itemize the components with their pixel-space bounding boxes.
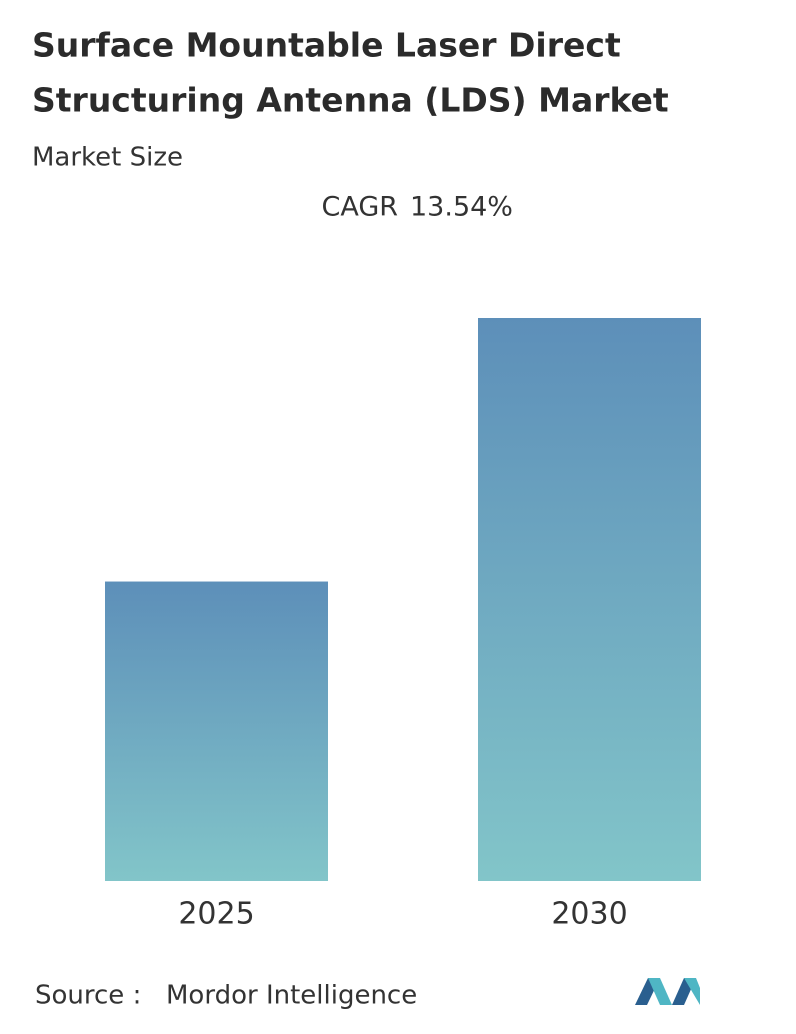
x-tick-label: 2025 — [178, 897, 254, 932]
bar — [478, 318, 701, 881]
chart-subtitle: Market Size — [32, 143, 183, 173]
source-label: Source : — [35, 981, 141, 1011]
logo — [635, 978, 700, 1005]
chart-title: Surface Mountable Laser Direct — [32, 26, 621, 65]
bars: 2025 2030 — [105, 318, 701, 932]
cagr-label: CAGR — [321, 192, 398, 223]
x-tick-label: 2030 — [551, 897, 627, 932]
source-name: Mordor Intelligence — [166, 981, 417, 1011]
chart-title: Structuring Antenna (LDS) Market — [32, 81, 669, 120]
cagr-value: 13.54% — [410, 192, 513, 223]
bar — [105, 581, 328, 881]
